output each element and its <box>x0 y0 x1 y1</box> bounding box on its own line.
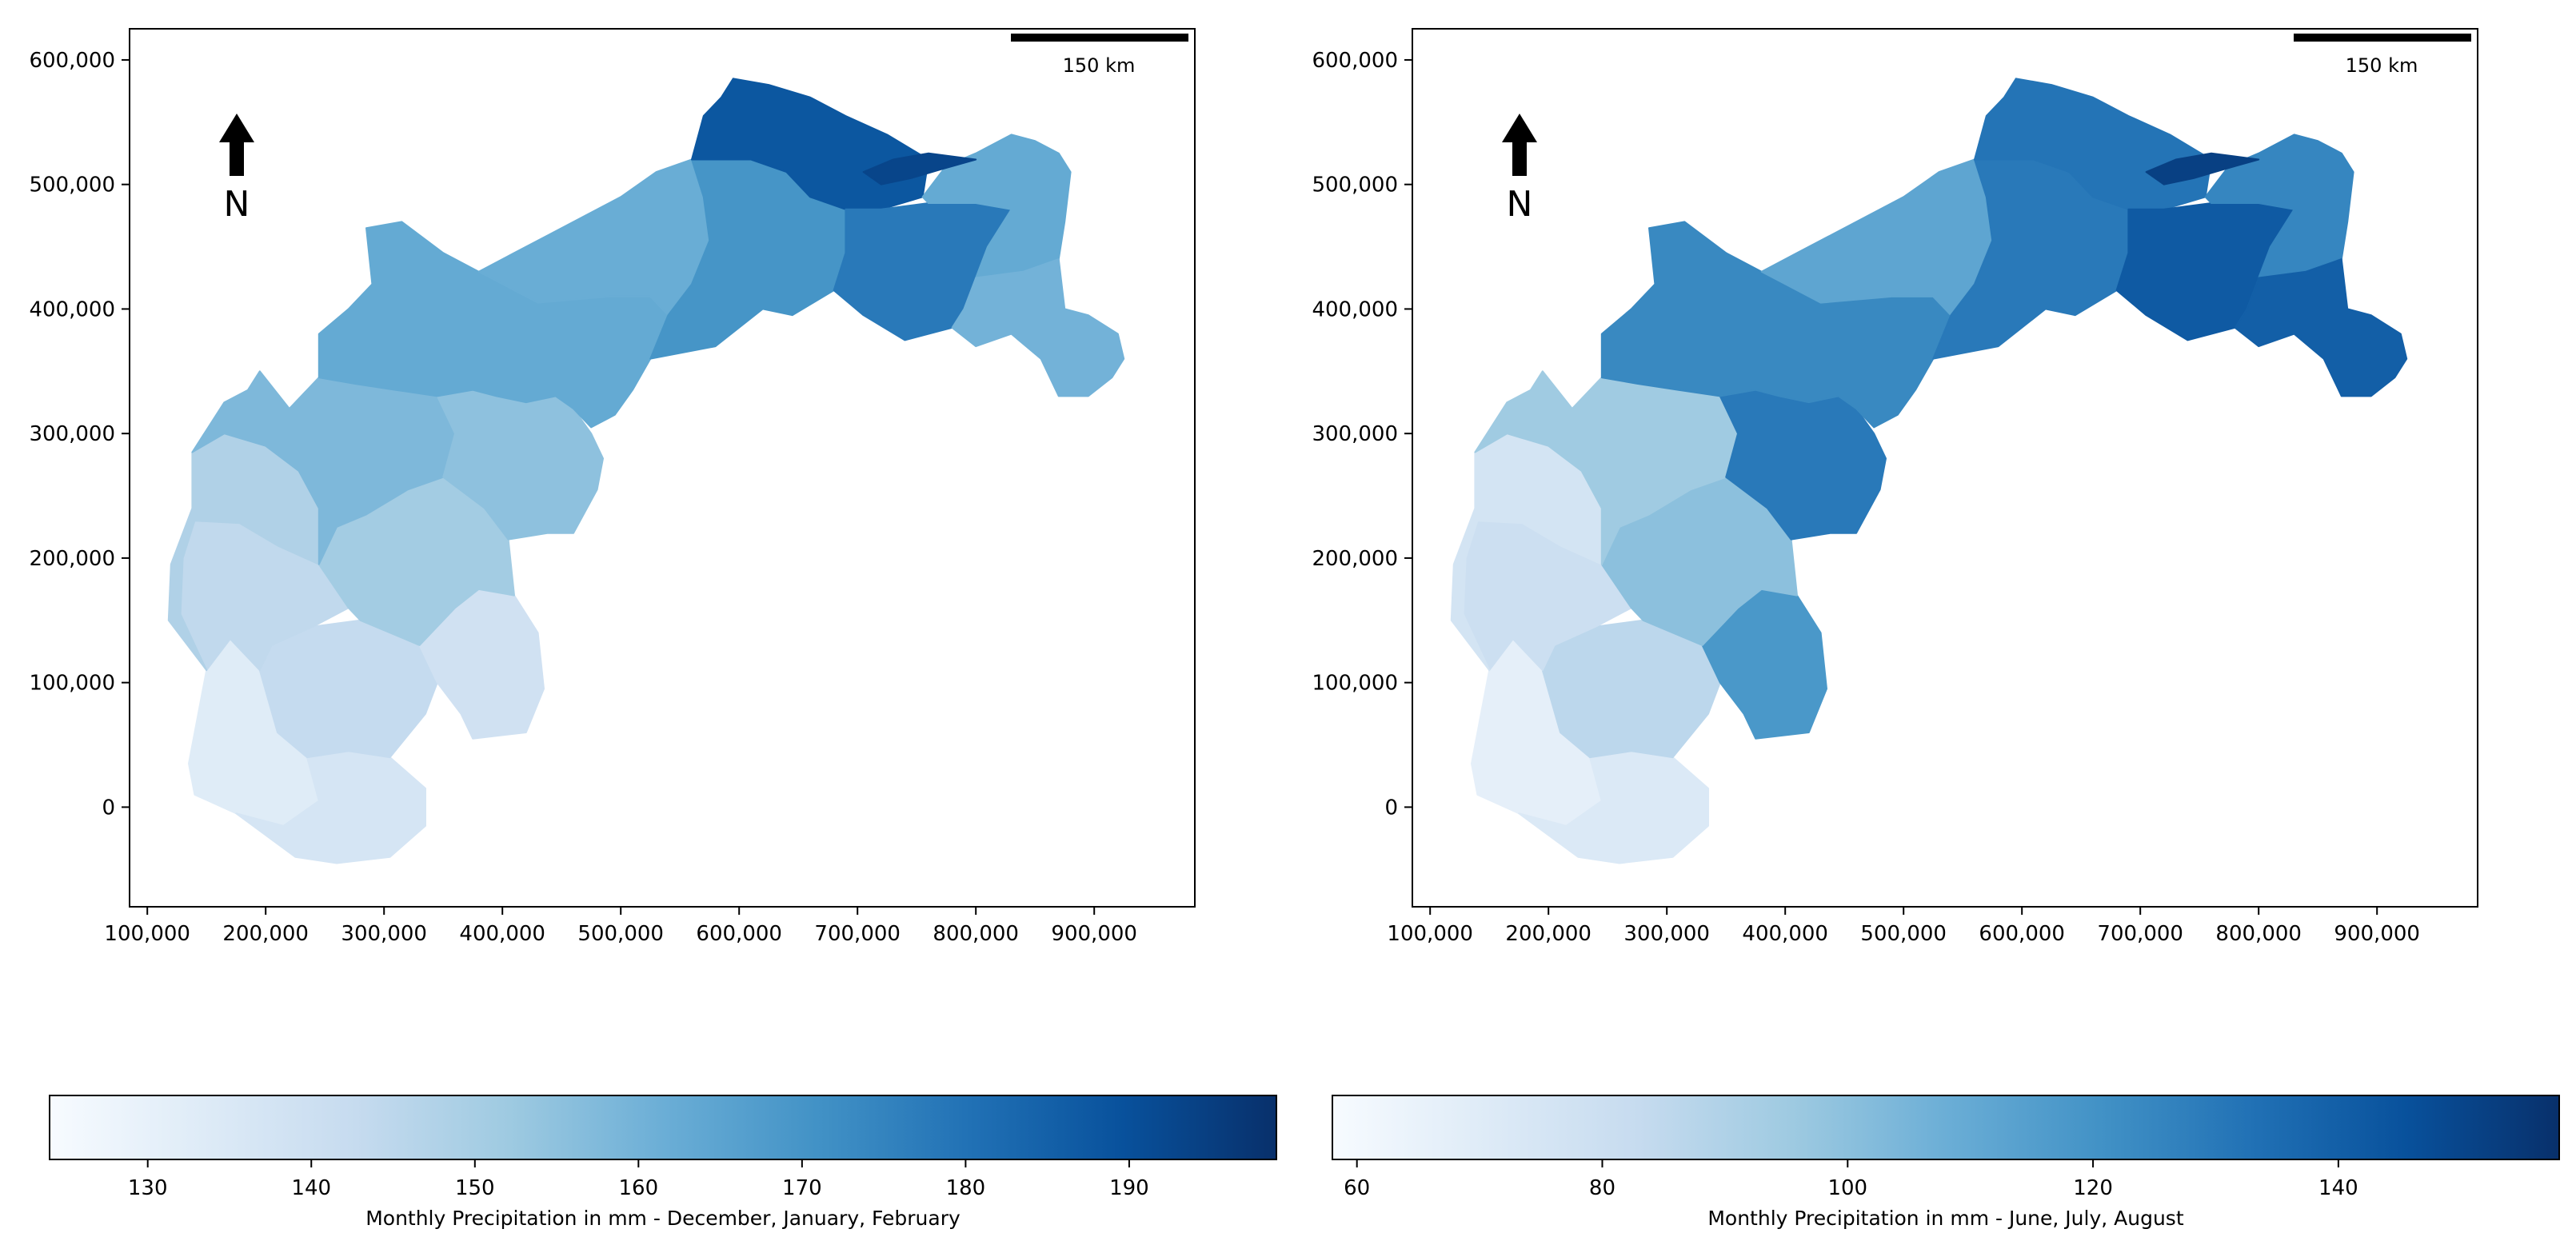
y-tick-label: 200,000 <box>29 547 115 571</box>
y-tick-label: 500,000 <box>29 174 115 198</box>
y-tick-label: 200,000 <box>1312 547 1398 571</box>
north-label: N <box>1507 184 1533 225</box>
y-tick-label: 500,000 <box>1312 174 1398 198</box>
region-east-tail <box>951 258 1125 397</box>
north-arrow: N <box>219 114 254 225</box>
colorbar-tick-label: 60 <box>1344 1176 1370 1200</box>
colorbar-tick-label: 120 <box>2073 1176 2113 1200</box>
colorbar-ticks: 130 140 150 160 170 180 190 <box>128 1159 1149 1200</box>
colorbar-tick-label: 150 <box>455 1176 495 1200</box>
scale-bar-line <box>2294 34 2471 42</box>
y-axis: 600,000 500,000 400,000 300,000 200,000 100,0… <box>29 49 130 820</box>
y-tick-label: 400,000 <box>1312 297 1398 321</box>
y-tick-label: 0 <box>1384 796 1398 820</box>
region-east-tail <box>2234 258 2408 397</box>
x-tick-label: 700,000 <box>2097 922 2183 946</box>
colorbar-gradient <box>49 1095 1277 1160</box>
x-tick-label: 600,000 <box>1979 922 2065 946</box>
y-tick-label: 600,000 <box>1312 49 1398 73</box>
x-tick-label: 800,000 <box>2215 922 2302 946</box>
north-arrow-icon <box>1502 114 1537 176</box>
north-arrow-icon <box>219 114 254 176</box>
colorbar-tick-label: 190 <box>1109 1176 1149 1200</box>
y-tick-label: 300,000 <box>1312 422 1398 446</box>
x-tick-label: 600,000 <box>696 922 782 946</box>
north-arrow: N <box>1502 114 1537 225</box>
y-tick-label: 300,000 <box>29 422 115 446</box>
region-inner-hotspot <box>862 152 977 186</box>
y-axis: 600,000 500,000 400,000 300,000 200,000 100,0… <box>1312 49 1412 820</box>
scale-bar: 150 km <box>1011 34 1188 77</box>
x-tick-label: 700,000 <box>814 922 901 946</box>
x-tick-label: 100,000 <box>1387 922 1473 946</box>
scale-bar-label: 150 km <box>2346 54 2418 77</box>
colorbar-tick-label: 170 <box>782 1176 822 1200</box>
colorbar-ticks: 60 80 100 120 140 <box>1344 1159 2358 1200</box>
map-panel-summer: 100,000 200,000 300,000 400,000 500,000 600,0… <box>1312 28 2478 946</box>
x-tick-label: 500,000 <box>577 922 664 946</box>
x-tick-label: 400,000 <box>459 922 545 946</box>
x-tick-label: 900,000 <box>1051 922 1137 946</box>
y-tick-label: 0 <box>102 796 115 820</box>
y-tick-label: 600,000 <box>29 49 115 73</box>
x-tick-label: 200,000 <box>222 922 309 946</box>
colorbar-gradient <box>1332 1095 2560 1160</box>
colorbar-winter: 130 140 150 160 170 180 190 Monthly Precipitat… <box>49 1095 1277 1230</box>
colorbar-summer: 60 80 100 120 140 Monthly Precipitation in m… <box>1332 1095 2560 1230</box>
y-tick-label: 400,000 <box>29 297 115 321</box>
colorbar-tick-label: 160 <box>618 1176 658 1200</box>
colorbar-tick-label: 80 <box>1589 1176 1615 1200</box>
colorbar-tick-label: 140 <box>291 1176 331 1200</box>
colorbar-tick-label: 180 <box>946 1176 986 1200</box>
x-tick-label: 400,000 <box>1742 922 1828 946</box>
region-south-lower <box>235 750 426 864</box>
region-inner-hotspot <box>2145 152 2260 186</box>
region-south-lower <box>1518 750 1709 864</box>
y-tick-label: 100,000 <box>29 672 115 696</box>
region-north-east <box>921 134 1072 279</box>
x-tick-label: 100,000 <box>104 922 190 946</box>
scale-bar: 150 km <box>2294 34 2471 77</box>
region-north-east <box>2204 134 2354 279</box>
north-label: N <box>224 184 250 225</box>
scale-bar-line <box>1011 34 1188 42</box>
x-tick-label: 200,000 <box>1505 922 1592 946</box>
colorbar-label: Monthly Precipitation in mm - December, … <box>365 1207 961 1230</box>
x-tick-label: 300,000 <box>1623 922 1710 946</box>
x-tick-label: 800,000 <box>933 922 1019 946</box>
colorbar-label: Monthly Precipitation in mm - June, July… <box>1707 1207 2183 1230</box>
x-tick-label: 900,000 <box>2334 922 2420 946</box>
y-tick-label: 100,000 <box>1312 672 1398 696</box>
x-axis: 100,000 200,000 300,000 400,000 500,000 600,0… <box>1387 907 2420 946</box>
x-axis: 100,000 200,000 300,000 400,000 500,000 600,0… <box>104 907 1137 946</box>
colorbar-tick-label: 130 <box>128 1176 168 1200</box>
scale-bar-label: 150 km <box>1063 54 1136 77</box>
x-tick-label: 500,000 <box>1860 922 1947 946</box>
map-panel-winter: 100,000 200,000 300,000 400,000 500,000 600,0… <box>29 28 1196 946</box>
colorbar-tick-label: 140 <box>2318 1176 2358 1200</box>
colorbar-tick-label: 100 <box>1827 1176 1867 1200</box>
region-layer <box>167 78 1125 864</box>
x-tick-label: 300,000 <box>341 922 427 946</box>
region-layer <box>1450 78 2408 864</box>
